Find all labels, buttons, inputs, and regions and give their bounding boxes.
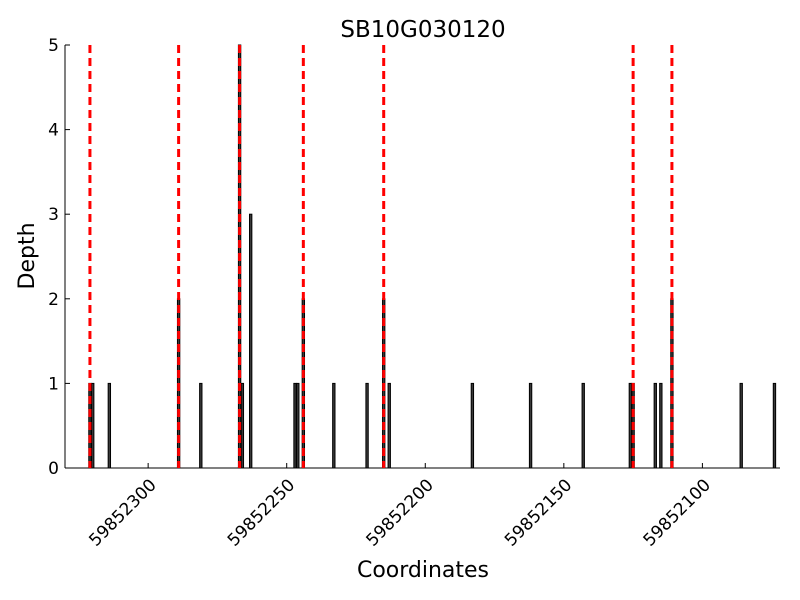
depth-bar: [653, 382, 657, 469]
depth-bar: [332, 382, 336, 469]
y-tick-label: 1: [48, 374, 59, 394]
x-tick-label: 59852100: [640, 475, 715, 550]
y-tick-label: 5: [48, 36, 59, 56]
depth-bar: [199, 382, 203, 469]
x-tick-label: 59852200: [362, 475, 437, 550]
y-tick-label: 0: [48, 459, 59, 479]
depth-bar: [659, 382, 663, 469]
depth-bar: [249, 213, 253, 469]
y-tick-label: 4: [48, 121, 59, 141]
y-axis-label: Depth: [15, 222, 40, 289]
depth-bar: [107, 382, 112, 469]
x-axis-label: Coordinates: [357, 558, 489, 583]
depth-bar: [772, 382, 777, 469]
depth-bar: [296, 382, 300, 469]
depth-bar: [628, 382, 633, 469]
depth-bar: [293, 382, 297, 469]
y-tick-label: 2: [48, 290, 59, 310]
depth-bar: [528, 382, 533, 469]
x-tick-label: 59852150: [501, 475, 576, 550]
x-tick-label: 59852250: [224, 475, 299, 550]
depth-bar: [581, 382, 585, 469]
depth-bar: [91, 382, 95, 469]
plot-area: 0 1 2 3 4 5 59852300 59852250 59852200 59852150 59…: [48, 36, 780, 551]
y-tick-label: 3: [48, 205, 59, 225]
depth-bar: [470, 382, 475, 469]
depth-bar: [387, 382, 391, 469]
x-tick-label: 59852300: [85, 475, 160, 550]
depth-bar: [739, 382, 743, 469]
chart-title: SB10G030120: [340, 17, 505, 43]
depth-bar: [240, 382, 245, 469]
depth-bar: [365, 382, 369, 469]
